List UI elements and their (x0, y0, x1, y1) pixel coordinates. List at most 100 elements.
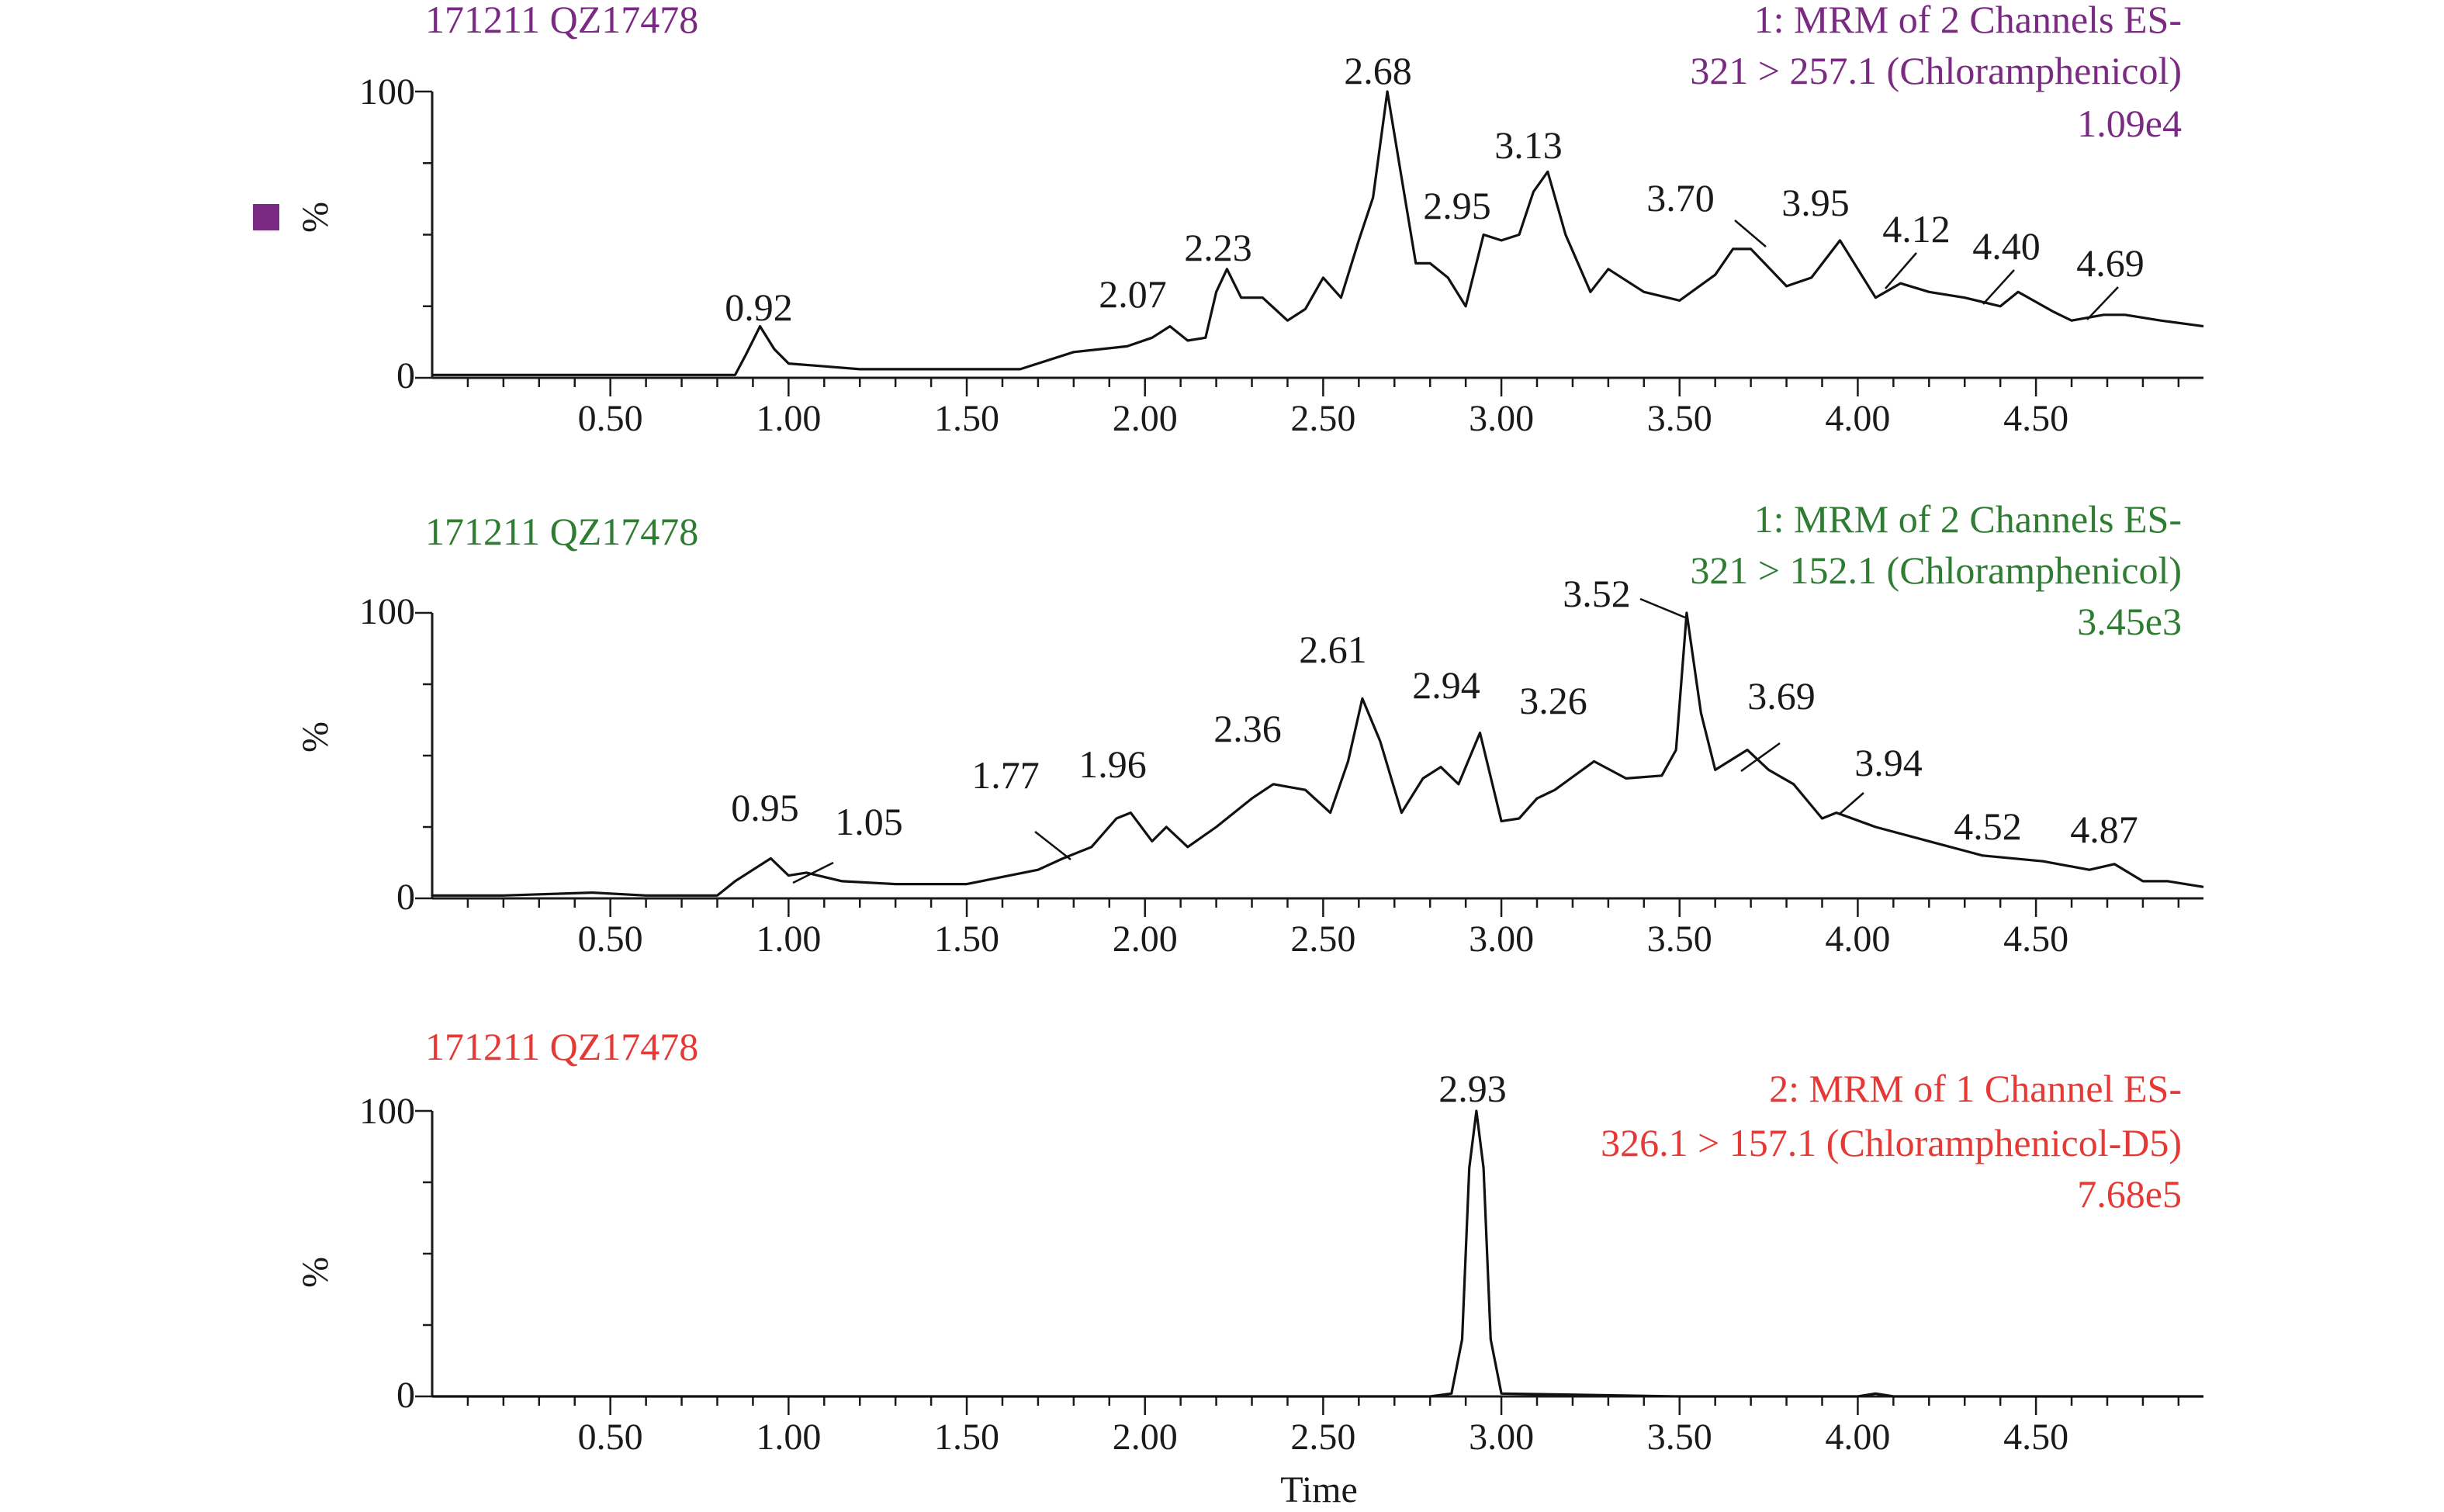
panel-2-x-ticks (466, 898, 2180, 917)
panel-2-leader-1.77 (1034, 831, 1071, 860)
x-tick-label: 3.00 (1469, 1417, 1534, 1458)
panel-3-header-line-2: 326.1 > 157.1 (Chloramphenicol-D5) (1601, 1121, 2182, 1164)
panel-2-leader-3.52 (1639, 597, 1686, 619)
panel-3-y-ticks (415, 1109, 432, 1398)
panel-2-peak-labels: 0.95 1.05 1.77 1.96 2.36 2.61 2.94 3.26 … (731, 572, 2138, 884)
x-tick-label: 2.50 (1290, 1417, 1355, 1458)
peak-label: 4.69 (2076, 241, 2145, 285)
x-tick-label: 3.50 (1647, 919, 1712, 960)
x-tick-label: 2.00 (1113, 919, 1178, 960)
peak-label: 3.13 (1494, 123, 1563, 167)
panel-3-x-ticks (466, 1396, 2180, 1415)
peak-label: 3.95 (1781, 181, 1850, 224)
panel-2-ytick-100: 100 (359, 591, 415, 632)
panel-2-y-ticks (415, 611, 432, 900)
panel-3-y-axis-label: % (295, 1257, 336, 1288)
peak-label: 2.07 (1099, 272, 1167, 316)
panel-3-header-line-3: 7.68e5 (2077, 1172, 2182, 1216)
peak-label: 4.12 (1882, 207, 1951, 251)
panel-1-leader-4.40 (1982, 269, 2015, 305)
panel-1-sample-title: 171211 QZ17478 (425, 0, 698, 41)
x-tick-label: 4.00 (1825, 398, 1890, 439)
peak-label: 2.36 (1213, 707, 1282, 750)
panel-2-ytick-0: 0 (396, 877, 415, 918)
peak-label: 2.93 (1438, 1067, 1507, 1110)
x-tick-label: 3.00 (1469, 919, 1534, 960)
panel-2-header-line-2: 321 > 152.1 (Chloramphenicol) (1690, 548, 2182, 592)
x-axis-title: Time (1280, 1469, 1358, 1510)
panel-1-ytick-100: 100 (359, 71, 415, 112)
panel-1-x-tick-labels: 0.50 1.00 1.50 2.00 2.50 3.00 3.50 4.00 4.50 (578, 398, 2068, 439)
x-tick-label: 1.00 (756, 1417, 821, 1458)
x-tick-label: 1.50 (934, 398, 999, 439)
peak-label: 4.40 (1972, 224, 2041, 268)
x-tick-label: 4.00 (1825, 1417, 1890, 1458)
panel-2-leader-3.69 (1740, 742, 1781, 773)
peak-label: 2.23 (1184, 226, 1252, 269)
panel-1-peak-labels: 0.92 2.07 2.23 2.68 2.95 3.13 3.70 3.95 … (725, 49, 2145, 329)
x-tick-label: 2.00 (1113, 398, 1178, 439)
panel-2-header-line-1: 1: MRM of 2 Channels ES- (1754, 497, 2182, 541)
peak-label: 3.52 (1563, 572, 1631, 615)
panel-3-ytick-100: 100 (359, 1091, 415, 1132)
peak-label: 1.05 (835, 800, 903, 843)
panel-1-leader-4.69 (2086, 286, 2119, 320)
panel-1-y-ticks (415, 90, 432, 379)
panel-2-sample-title: 171211 QZ17478 (425, 510, 698, 553)
panel-1-x-ticks (466, 378, 2180, 396)
x-tick-label: 4.50 (2003, 919, 2068, 960)
panel-1-header-line-3: 1.09e4 (2077, 102, 2182, 145)
x-tick-label: 0.50 (578, 1417, 643, 1458)
panel-1-leader-3.70 (1734, 220, 1767, 247)
panel-3-sample-title: 171211 QZ17478 (425, 1025, 698, 1068)
panel-1-ytick-0: 0 (396, 355, 415, 396)
peak-label: 2.95 (1423, 184, 1491, 227)
panel-2-x-tick-labels: 0.50 1.00 1.50 2.00 2.50 3.00 3.50 4.00 4.50 (578, 919, 2068, 960)
panel-1-legend-square (253, 204, 279, 230)
x-tick-label: 2.00 (1113, 1417, 1178, 1458)
peak-label: 4.52 (1954, 804, 2022, 848)
x-tick-label: 0.50 (578, 398, 643, 439)
panel-1-header-line-1: 1: MRM of 2 Channels ES- (1754, 0, 2182, 41)
panel-3-header-line-1: 2: MRM of 1 Channel ES- (1769, 1067, 2182, 1110)
panel-1: 171211 QZ17478 1: MRM of 2 Channels ES- … (253, 0, 2204, 439)
x-tick-label: 4.50 (2003, 1417, 2068, 1458)
peak-label: 0.92 (725, 285, 793, 329)
panel-3-ytick-0: 0 (396, 1375, 415, 1416)
x-tick-label: 3.50 (1647, 398, 1712, 439)
x-tick-label: 2.50 (1290, 919, 1355, 960)
peak-label: 3.69 (1747, 674, 1816, 718)
peak-label: 3.94 (1854, 741, 1923, 784)
panel-3-trace (432, 1109, 2203, 1398)
peak-label: 1.96 (1078, 742, 1147, 786)
panel-1-y-axis-label: % (295, 202, 336, 233)
panel-3-x-tick-labels: 0.50 1.00 1.50 2.00 2.50 3.00 3.50 4.00 4.50 (578, 1417, 2068, 1458)
panel-1-leader-4.12 (1885, 252, 1917, 289)
x-tick-label: 3.50 (1647, 1417, 1712, 1458)
panel-3: 171211 QZ17478 2: MRM of 1 Channel ES- 3… (295, 1025, 2203, 1510)
panel-1-trace (432, 90, 2204, 376)
peak-label: 0.95 (731, 786, 799, 829)
panel-3-peak-labels: 2.93 (1438, 1067, 1507, 1110)
panel-1-header-line-2: 321 > 257.1 (Chloramphenicol) (1690, 49, 2182, 92)
peak-label: 3.70 (1646, 176, 1715, 220)
panel-2-y-axis-label: % (295, 721, 336, 753)
x-tick-label: 1.00 (756, 919, 821, 960)
panel-2-leader-3.94 (1838, 792, 1864, 815)
panel-2: 171211 QZ17478 1: MRM of 2 Channels ES- … (295, 497, 2204, 960)
x-tick-label: 1.50 (934, 1417, 999, 1458)
panel-2-trace (432, 611, 2204, 897)
x-tick-label: 4.50 (2003, 398, 2068, 439)
peak-label: 2.61 (1299, 628, 1367, 671)
x-tick-label: 1.00 (756, 398, 821, 439)
panel-2-header-line-3: 3.45e3 (2077, 600, 2182, 643)
peak-label: 2.94 (1412, 663, 1480, 707)
panel-2-leader-1.05 (792, 861, 834, 884)
x-tick-label: 0.50 (578, 919, 643, 960)
x-tick-label: 2.50 (1290, 398, 1355, 439)
x-tick-label: 3.00 (1469, 398, 1534, 439)
peak-label: 4.87 (2070, 808, 2138, 851)
peak-label: 1.77 (971, 753, 1040, 797)
